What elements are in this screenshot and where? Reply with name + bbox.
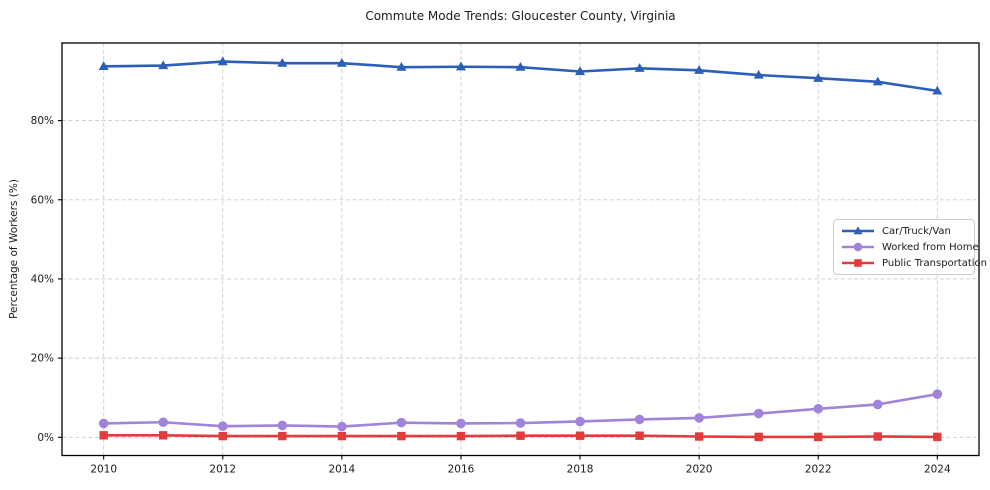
circle-marker	[813, 403, 824, 414]
y-tick-label: 20%	[31, 353, 54, 365]
legend-item: Worked from Home	[841, 240, 979, 255]
circle-marker	[694, 413, 704, 423]
square-marker	[694, 432, 704, 441]
square-marker	[575, 431, 585, 440]
square-marker	[516, 431, 525, 440]
square-marker	[754, 432, 763, 442]
triangle-marker	[853, 226, 863, 235]
circle-marker	[853, 242, 863, 252]
triangle-marker	[455, 61, 466, 71]
triangle-marker	[277, 57, 288, 67]
x-tick-label: 2010	[90, 464, 117, 476]
triangle-marker	[753, 69, 764, 79]
x-tick-label: 2022	[805, 464, 832, 476]
axis-ticks: 2010 2012 2014 2016 2018 2020 2022 2024 0% 20% 40%…	[31, 115, 951, 475]
circle-marker	[575, 416, 585, 427]
y-tick-label: 40%	[31, 274, 54, 286]
x-tick-label: 2024	[924, 464, 951, 476]
square-marker	[218, 431, 227, 441]
square-marker	[933, 432, 942, 442]
triangle-marker	[932, 85, 943, 95]
triangle-marker	[158, 60, 169, 70]
square-marker	[397, 431, 406, 441]
y-tick-label: 80%	[31, 115, 54, 127]
series-public-transportation	[99, 431, 942, 442]
triangle-marker	[575, 66, 586, 76]
triangle-marker	[396, 61, 407, 71]
square-marker	[635, 431, 644, 440]
y-tick-label: 0%	[37, 432, 54, 444]
triangle-marker	[634, 63, 645, 72]
legend-line-sample	[842, 226, 874, 235]
y-tick-label: 60%	[31, 194, 54, 206]
square-marker	[337, 431, 347, 441]
circle-marker	[98, 418, 109, 429]
circle-marker	[753, 408, 764, 419]
legend-item-label: Worked from Home	[882, 241, 979, 253]
square-marker	[873, 432, 882, 441]
square-marker	[814, 432, 823, 442]
x-tick-label: 2014	[328, 464, 355, 476]
legend-item-label: Public Transportation	[882, 257, 987, 269]
triangle-marker	[217, 56, 228, 66]
circle-marker	[515, 418, 526, 428]
circle-marker	[396, 417, 407, 428]
circle-marker	[872, 399, 883, 410]
triangle-marker	[872, 76, 883, 86]
legend-item: Public Transportation	[841, 256, 987, 271]
x-tick-label: 2012	[209, 464, 236, 476]
legend-item: Car/Truck/Van	[841, 224, 968, 239]
chart-title: Commute Mode Trends: Gloucester County, …	[365, 9, 676, 23]
circle-marker	[158, 417, 169, 428]
circle-marker	[634, 414, 645, 425]
triangle-marker	[694, 65, 705, 74]
square-marker	[99, 431, 108, 440]
circle-marker	[337, 421, 347, 432]
square-marker	[159, 431, 168, 440]
legend-line-sample	[842, 259, 874, 267]
legend-line-sample	[842, 242, 874, 252]
triangle-marker	[515, 61, 526, 71]
circle-marker	[932, 389, 943, 399]
circle-marker	[456, 418, 466, 429]
square-marker	[456, 431, 466, 441]
x-tick-label: 2018	[567, 464, 594, 476]
triangle-marker	[336, 57, 347, 67]
series-worked-from-home	[98, 389, 943, 432]
legend: Car/Truck/Van Worked from Home Public Tran…	[833, 219, 987, 275]
circle-marker	[217, 421, 228, 432]
x-tick-label: 2020	[686, 464, 713, 476]
plot-frame	[61, 42, 980, 457]
legend-item-label: Car/Truck/Van	[882, 225, 951, 237]
x-tick-label: 2016	[448, 464, 475, 476]
square-marker	[854, 259, 862, 267]
triangle-marker	[98, 61, 109, 70]
triangle-marker	[813, 73, 824, 82]
circle-marker	[277, 420, 288, 431]
square-marker	[278, 431, 287, 441]
series-car-truck-van	[98, 56, 943, 95]
